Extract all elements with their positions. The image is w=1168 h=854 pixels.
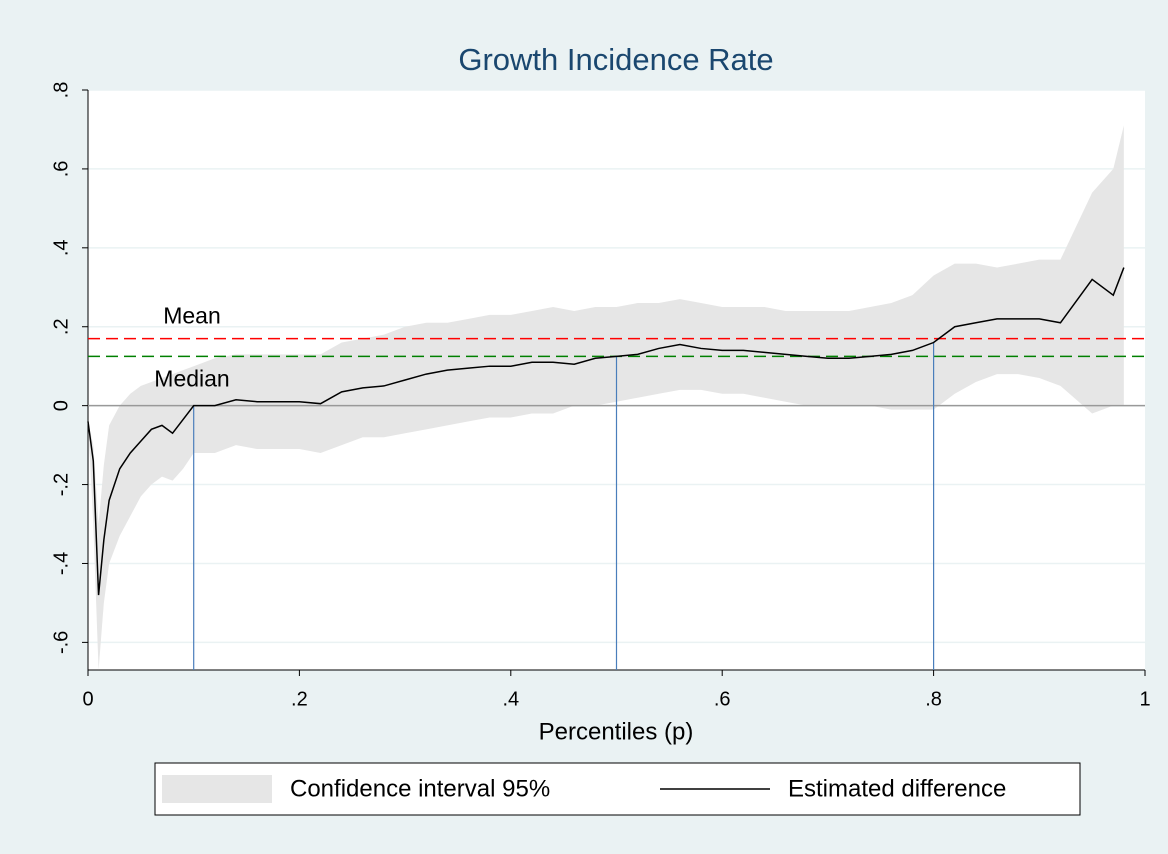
median-label: Median (154, 365, 229, 391)
legend-box (154, 762, 1081, 816)
y-tick-label: .2 (50, 318, 72, 335)
x-tick-label: .4 (502, 688, 519, 710)
mean-label: Mean (163, 303, 221, 329)
estimate-line (87, 267, 1125, 596)
legend-swatch (162, 775, 272, 803)
y-tick-label: -.2 (50, 473, 72, 496)
legend-label: Estimated difference (788, 775, 1006, 802)
y-tick-label: .8 (50, 82, 72, 99)
y-tick-label: .6 (50, 161, 72, 178)
y-tick-label: .4 (50, 239, 72, 256)
x-tick-label: .8 (925, 688, 942, 710)
chart-title: Growth Incidence Rate (458, 42, 773, 77)
y-tick-label: -.6 (50, 631, 72, 654)
confidence-band (88, 125, 1124, 671)
x-axis-label: Percentiles (p) (539, 718, 694, 745)
x-tick-label: .6 (714, 688, 731, 710)
legend-label: Confidence interval 95% (290, 775, 550, 802)
y-tick-label: 0 (50, 400, 72, 411)
x-tick-label: .2 (291, 688, 308, 710)
x-tick-label: 1 (1139, 688, 1150, 710)
x-tick-label: 0 (82, 688, 93, 710)
y-tick-label: -.4 (50, 552, 72, 575)
